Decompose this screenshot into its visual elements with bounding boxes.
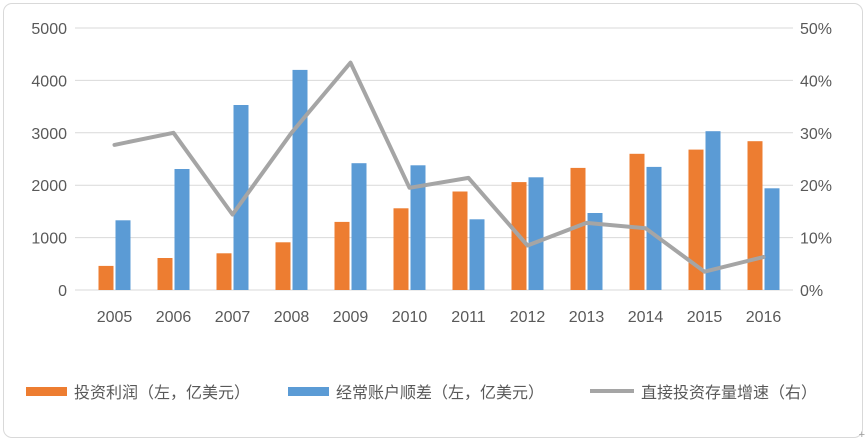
svg-text:20%: 20% <box>800 178 832 195</box>
svg-text:0%: 0% <box>800 283 823 300</box>
svg-text:5000: 5000 <box>31 21 67 38</box>
svg-text:2016: 2016 <box>746 309 782 326</box>
svg-text:2008: 2008 <box>274 309 310 326</box>
svg-text:2014: 2014 <box>628 309 664 326</box>
svg-text:1000: 1000 <box>31 231 67 248</box>
svg-text:4000: 4000 <box>31 73 67 90</box>
svg-text:2009: 2009 <box>333 309 369 326</box>
svg-text:2013: 2013 <box>569 309 605 326</box>
svg-text:2005: 2005 <box>97 309 133 326</box>
legend-item-investment-profit: 投资利润（左，亿美元） <box>26 380 250 402</box>
svg-text:2000: 2000 <box>31 178 67 195</box>
svg-text:40%: 40% <box>800 73 832 90</box>
legend-label-current-account-surplus: 经常账户顺差（左，亿美元） <box>336 385 545 402</box>
svg-text:2012: 2012 <box>510 309 546 326</box>
svg-text:50%: 50% <box>800 21 832 38</box>
svg-text:0: 0 <box>58 283 67 300</box>
resize-cursor-icon: + <box>858 429 865 441</box>
svg-text:30%: 30% <box>800 126 832 143</box>
legend-label-fdi-stock-growth: 直接投资存量增速（右） <box>641 385 818 402</box>
legend-label-investment-profit: 投资利润（左，亿美元） <box>74 385 251 402</box>
legend-swatch-gray-line-icon <box>590 389 634 393</box>
svg-text:3000: 3000 <box>31 126 67 143</box>
svg-text:2006: 2006 <box>156 309 192 326</box>
chart-legend: 投资利润（左，亿美元） 经常账户顺差（左，亿美元） 直接投资存量增速（右） <box>0 380 867 402</box>
legend-swatch-blue-bar-icon <box>288 386 329 396</box>
legend-swatch-orange-bar-icon <box>26 386 67 396</box>
legend-item-current-account-surplus: 经常账户顺差（左，亿美元） <box>288 380 544 402</box>
legend-item-fdi-stock-growth: 直接投资存量增速（右） <box>590 380 817 402</box>
svg-text:2011: 2011 <box>451 309 486 326</box>
svg-text:2015: 2015 <box>687 309 723 326</box>
svg-text:2007: 2007 <box>215 309 251 326</box>
svg-text:2010: 2010 <box>392 309 428 326</box>
svg-text:10%: 10% <box>800 231 832 248</box>
